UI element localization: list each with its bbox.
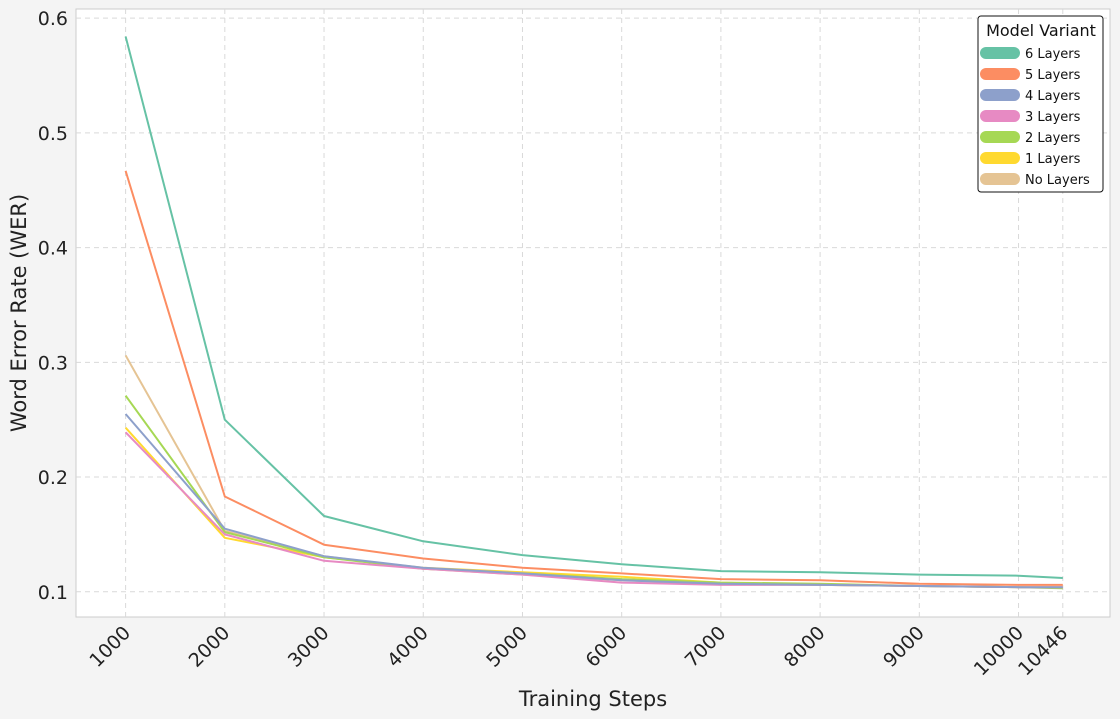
y-tick-label: 0.2 — [38, 467, 68, 489]
x-tick-label: 8000 — [780, 622, 830, 672]
y-tick-label: 0.6 — [38, 8, 68, 30]
legend-label: 1 Layers — [1025, 152, 1081, 167]
legend-label: 5 Layers — [1025, 68, 1081, 83]
x-axis-ticks: 1000 2000 3000 4000 5000 6000 7000 8000 9000 1000… — [85, 622, 1072, 680]
series-line-6-layers — [124, 36, 1063, 579]
x-tick-label: 3000 — [284, 622, 334, 672]
x-tick-label: 4000 — [383, 622, 433, 672]
legend-label: 6 Layers — [1025, 47, 1081, 62]
y-axis-ticks: 0.1 0.2 0.3 0.4 0.5 0.6 — [38, 8, 68, 604]
x-tick-label: 7000 — [681, 622, 731, 672]
x-axis-label: Training Steps — [518, 687, 667, 711]
legend-label: 3 Layers — [1025, 110, 1081, 125]
grid — [76, 9, 1110, 617]
plot-area — [75, 8, 1111, 618]
x-tick-label: 10000 — [970, 622, 1028, 680]
legend-label: No Layers — [1025, 173, 1090, 188]
x-tick-label: 6000 — [581, 622, 631, 672]
x-tick-label: 10446 — [1014, 622, 1072, 680]
x-tick-label: 2000 — [185, 622, 235, 672]
y-tick-label: 0.5 — [38, 123, 68, 145]
series-line-4-layers — [124, 413, 1063, 589]
legend: Model Variant 6 Layers 5 Layers 4 Layers 3 … — [977, 15, 1104, 193]
y-tick-label: 0.3 — [38, 352, 68, 374]
series-lines — [124, 36, 1063, 590]
x-tick-label: 1000 — [85, 622, 135, 672]
y-tick-label: 0.1 — [38, 582, 68, 604]
series-line-5-layers — [124, 170, 1063, 586]
y-axis-label: Word Error Rate (WER) — [7, 194, 31, 432]
x-tick-label: 9000 — [879, 622, 929, 672]
legend-box — [977, 15, 1104, 193]
legend-label: 4 Layers — [1025, 89, 1081, 104]
x-tick-label: 5000 — [482, 622, 532, 672]
legend-title: Model Variant — [986, 21, 1096, 40]
legend-label: 2 Layers — [1025, 131, 1081, 146]
y-tick-label: 0.4 — [38, 238, 68, 260]
legend-items: 6 Layers 5 Layers 4 Layers 3 Layers 2 Layers… — [980, 47, 1090, 188]
